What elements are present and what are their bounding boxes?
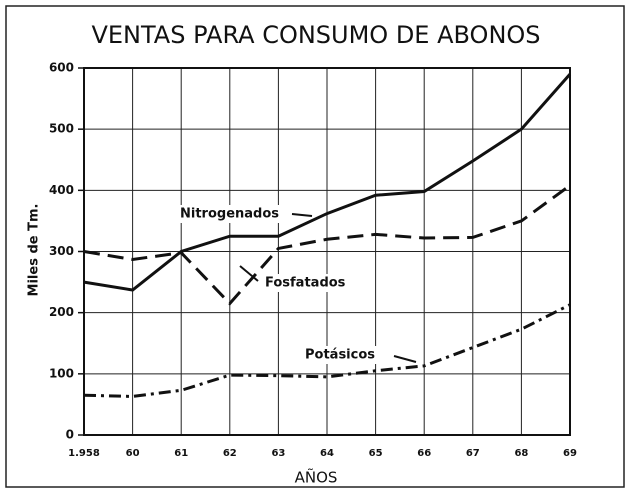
y-tick-label: 300 [49,244,74,258]
chart-title: VENTAS PARA CONSUMO DE ABONOS [91,21,540,49]
x-axis-label: AÑOS [295,468,338,487]
y-tick-label: 500 [49,122,74,136]
leader-line [291,213,313,217]
x-tick-label: 66 [417,448,431,459]
label-bg [263,274,349,292]
series-line [83,73,572,292]
y-tick-label: 100 [49,366,74,380]
x-tick-label: 63 [271,448,285,459]
y-axis-label: Miles de Tm. [27,204,42,297]
x-tick-label: 61 [174,448,188,459]
y-tick-label: 0 [66,428,74,442]
x-tick-label: 1.958 [68,448,100,459]
x-tick-label: 68 [514,448,528,459]
leader-line [239,265,259,282]
leader-line [393,355,417,363]
y-tick-label: 400 [49,183,74,197]
x-tick-label: 69 [563,448,577,459]
label-bg [178,205,282,223]
y-tick-label: 600 [49,61,74,75]
series-label: Nitrogenados [180,207,279,222]
x-tick-label: 67 [466,448,480,459]
x-tick-label: 65 [369,448,383,459]
series-line [83,184,571,306]
x-tick-label: 64 [320,448,334,459]
label-bg [303,346,381,364]
series-label: Fosfatados [265,276,346,291]
series-label: Potásicos [305,348,375,363]
frame [5,5,625,488]
x-tick-label: 60 [126,448,140,459]
x-tick-label: 62 [223,448,237,459]
series-line [83,303,571,398]
y-tick-label: 200 [49,305,74,319]
